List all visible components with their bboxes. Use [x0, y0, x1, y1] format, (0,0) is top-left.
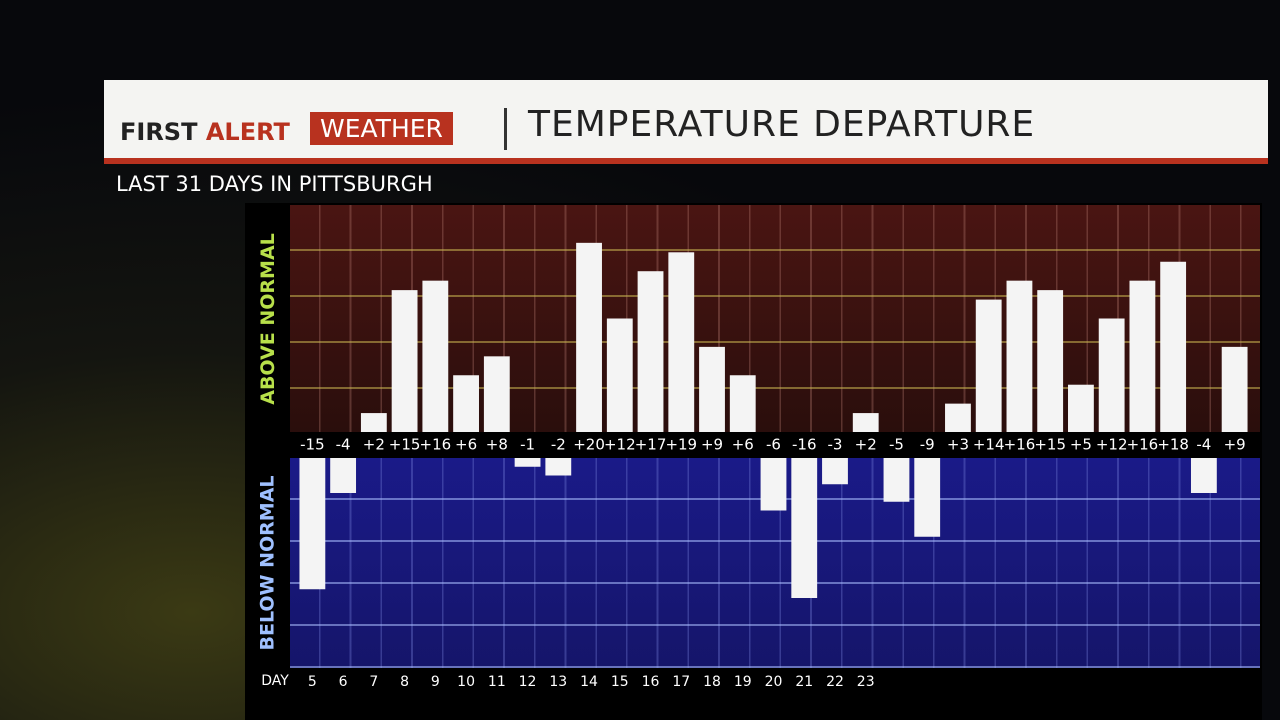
bar: [391, 290, 418, 432]
x-tick-label: 12: [519, 674, 537, 690]
bar: [1221, 346, 1248, 432]
bar: [514, 458, 541, 467]
bar: [483, 356, 510, 432]
bar: [699, 346, 725, 432]
bar: [360, 413, 387, 432]
bar: [914, 458, 941, 537]
bar: [1068, 384, 1094, 432]
bar: [975, 299, 1002, 432]
brand-weather: WEATHER: [310, 112, 453, 145]
bar: [545, 458, 572, 476]
x-tick-label: 10: [457, 674, 475, 690]
bar: [637, 271, 664, 432]
x-tick-label: 22: [826, 674, 844, 690]
value-label: -15: [300, 436, 325, 454]
bar: [1160, 261, 1187, 432]
bar: [822, 458, 848, 485]
chart: DAY -15 5 -4 6 +2 7 +15 8 +16 9 +6 10 +8 11 -1 12 -2 13 +2…: [261, 242, 1248, 690]
bar: [945, 403, 971, 432]
bar: [606, 318, 633, 432]
value-label: +16: [1127, 436, 1159, 454]
x-tick-label: 9: [431, 674, 440, 690]
bar: [668, 252, 695, 432]
separator: [504, 108, 507, 150]
x-tick-label: 15: [611, 674, 629, 690]
x-tick-label: 20: [765, 674, 783, 690]
value-label: -2: [551, 436, 566, 454]
value-label: +18: [1157, 436, 1189, 454]
value-label: +6: [455, 436, 477, 454]
value-label: +8: [486, 436, 508, 454]
bar: [729, 375, 756, 432]
brand-first: FIRST: [120, 118, 198, 146]
value-label: +17: [635, 436, 667, 454]
x-tick-label: 23: [857, 674, 875, 690]
x-tick-label: 16: [642, 674, 660, 690]
value-label: +2: [363, 436, 385, 454]
value-label: +14: [973, 436, 1005, 454]
brand-alert: ALERT: [205, 118, 290, 146]
value-label: +6: [732, 436, 754, 454]
value-label: +5: [1070, 436, 1092, 454]
title: TEMPERATURE DEPARTURE: [528, 104, 1036, 145]
x-tick-label: 17: [672, 674, 690, 690]
value-label: +15: [389, 436, 421, 454]
value-label: +15: [1034, 436, 1066, 454]
x-tick-label: 13: [549, 674, 567, 690]
header-bar: FIRST ALERT WEATHER TEMPERATURE DEPARTUR…: [104, 80, 1268, 164]
value-label: -1: [520, 436, 535, 454]
value-label: -5: [889, 436, 904, 454]
bar: [576, 242, 602, 432]
value-label: +12: [604, 436, 636, 454]
bar: [760, 458, 787, 511]
bar: [330, 458, 357, 493]
value-label: +20: [573, 436, 605, 454]
x-tick-label: 19: [734, 674, 752, 690]
value-label: +19: [665, 436, 697, 454]
bar: [1129, 280, 1156, 432]
x-axis-label: DAY: [261, 673, 289, 689]
brand: FIRST ALERT: [120, 118, 290, 146]
x-tick-label: 11: [488, 674, 506, 690]
value-label: -4: [1196, 436, 1211, 454]
value-label: +2: [855, 436, 877, 454]
value-label: -9: [920, 436, 935, 454]
value-label: -16: [792, 436, 817, 454]
value-label: +16: [420, 436, 452, 454]
x-tick-label: 5: [308, 674, 317, 690]
bar: [791, 458, 818, 598]
chart-panel: ABOVE NORMAL BELOW NORMAL DAY -15 5 -4 6 +2 7…: [245, 203, 1262, 720]
x-tick-label: 21: [795, 674, 813, 690]
x-tick-label: 6: [339, 674, 348, 690]
value-label: +3: [947, 436, 969, 454]
value-label: -4: [336, 436, 351, 454]
bar: [883, 458, 910, 502]
bar: [422, 280, 449, 432]
bar: [1006, 280, 1033, 432]
bar: [852, 413, 879, 432]
bar: [1190, 458, 1217, 493]
value-label: -3: [827, 436, 842, 454]
value-label: +9: [1224, 436, 1246, 454]
bar: [1098, 318, 1125, 432]
value-label: -6: [766, 436, 781, 454]
x-tick-label: 14: [580, 674, 598, 690]
subtitle: LAST 31 DAYS IN PITTSBURGH: [116, 172, 433, 196]
value-label: +12: [1096, 436, 1128, 454]
value-label: +9: [701, 436, 723, 454]
value-label: +16: [1004, 436, 1036, 454]
bar: [299, 458, 326, 590]
above-area: [290, 205, 1260, 432]
x-tick-label: 7: [369, 674, 378, 690]
bar: [1037, 290, 1064, 432]
bar: [453, 375, 479, 432]
x-tick-label: 8: [400, 674, 409, 690]
x-tick-label: 18: [703, 674, 721, 690]
